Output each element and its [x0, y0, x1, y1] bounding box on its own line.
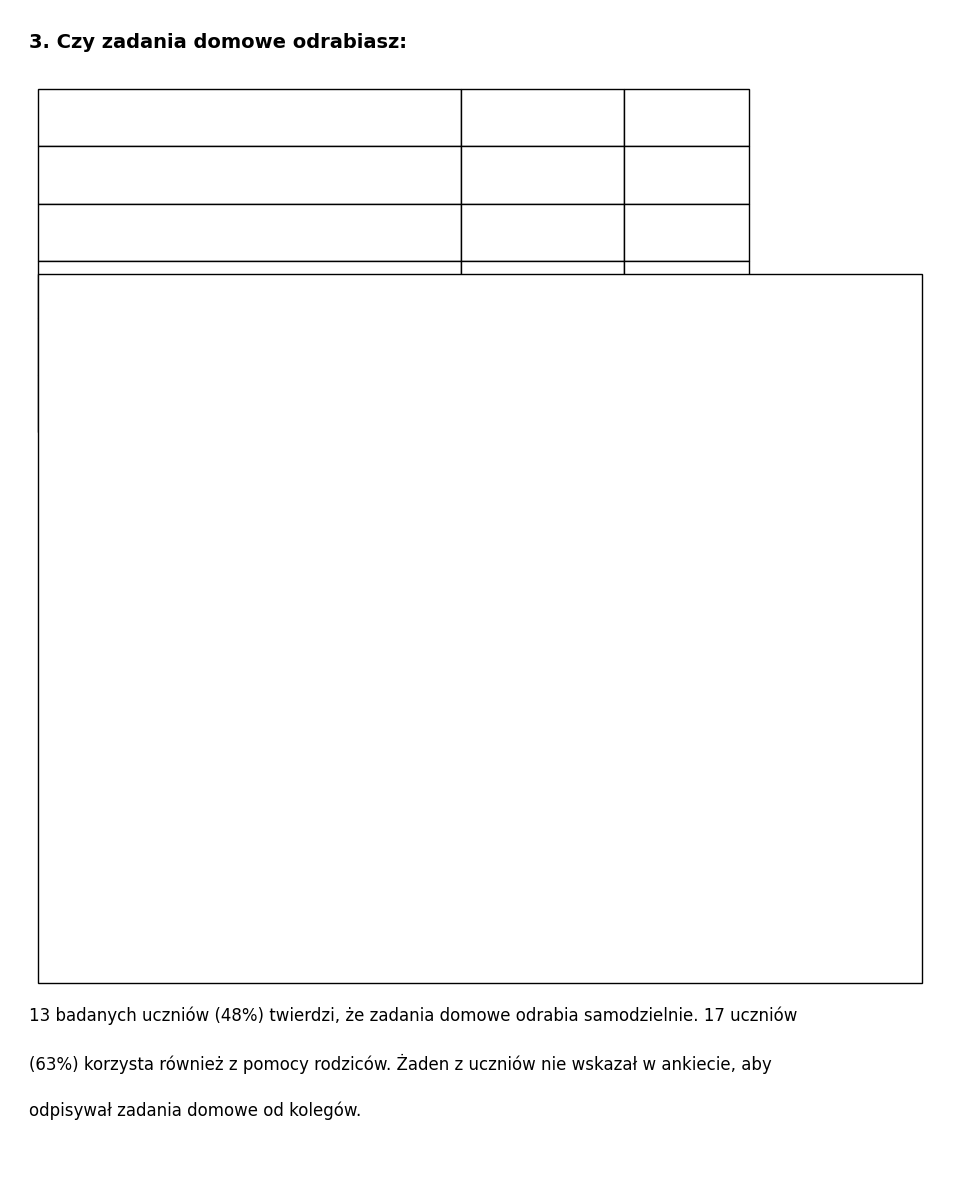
Text: Odpisuję od
kolegów
_0%: Odpisuję od kolegów _0% — [524, 358, 617, 405]
Polygon shape — [282, 462, 480, 609]
Text: Ilość uczniów: Ilość uczniów — [486, 111, 599, 125]
Polygon shape — [264, 545, 656, 765]
Text: 48%: 48% — [669, 168, 704, 182]
Polygon shape — [480, 453, 696, 699]
Polygon shape — [408, 453, 480, 609]
Text: Z pomocą
rodziców
47%: Z pomocą rodziców 47% — [368, 812, 444, 859]
Text: 18%: 18% — [669, 282, 704, 297]
Text: a)  samodzielnie: a) samodzielnie — [50, 168, 176, 182]
Text: 13: 13 — [533, 168, 552, 182]
Text: (63%) korzysta również z pomocy rodziców. Żaden z uczniów nie wskazał w ankiecie: (63%) korzysta również z pomocy rodziców… — [29, 1054, 772, 1074]
Text: 7%: 7% — [674, 339, 699, 354]
Text: c) odpisuję od kolegów: c) odpisuję od kolegów — [50, 395, 226, 412]
Text: 63%: 63% — [669, 225, 704, 239]
Text: b) z pomocą rodziców: b) z pomocą rodziców — [50, 224, 217, 241]
Polygon shape — [264, 607, 656, 811]
Text: Procent: Procent — [653, 111, 720, 125]
Text: 13 badanych uczniów (48%) twierdzi, że zadania domowe odrabia samodzielnie. 17 u: 13 badanych uczniów (48%) twierdzi, że z… — [29, 1006, 797, 1025]
Text: 3. Czy zadania domowe odrabiasz:: 3. Czy zadania domowe odrabiasz: — [29, 33, 407, 52]
Text: 17: 17 — [533, 225, 552, 239]
Text: 0%: 0% — [674, 397, 699, 411]
Text: Z pomocą innych
osób
5%: Z pomocą innych osób 5% — [396, 358, 529, 405]
Text: 0: 0 — [538, 397, 547, 411]
Polygon shape — [474, 453, 480, 609]
Text: 5: 5 — [538, 282, 547, 297]
Text: 2: 2 — [538, 339, 547, 354]
Text: c) z pomocą rodzeństwa: c) z pomocą rodzeństwa — [50, 281, 236, 298]
Polygon shape — [656, 607, 696, 747]
Text: odpisywał zadania domowe od kolegów.: odpisywał zadania domowe od kolegów. — [29, 1102, 361, 1121]
Text: Samodzielnie
35%: Samodzielnie 35% — [815, 438, 919, 468]
Text: d) z pomocą innych osób: d) z pomocą innych osób — [50, 338, 241, 355]
Text: Z pomocą
rodzeństwa
13%: Z pomocą rodzeństwa 13% — [167, 473, 258, 519]
